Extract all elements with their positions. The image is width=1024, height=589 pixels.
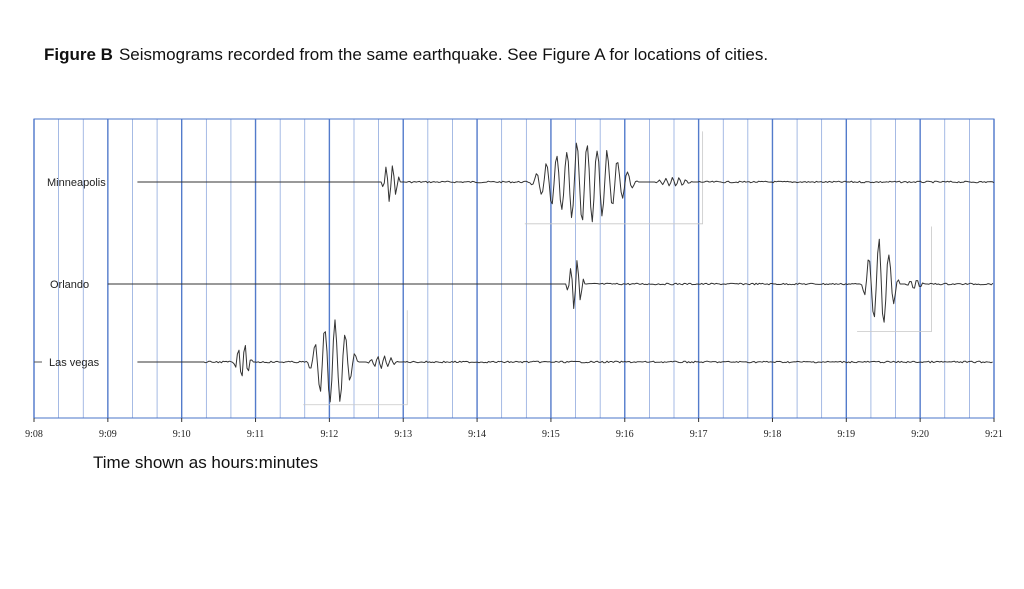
tick-label: 9:19 (837, 429, 855, 440)
tick-label: 9:17 (690, 429, 708, 440)
figure-caption: Figure B Seismograms recorded from the sa… (44, 45, 768, 65)
tick-label: 9:11 (247, 429, 264, 440)
event-marker-box (524, 131, 704, 225)
major-gridlines (33, 118, 995, 419)
tick-label: 9:09 (99, 429, 117, 440)
seismogram-trace (107, 238, 994, 323)
tick-label: 9:20 (911, 429, 929, 440)
tick-label: 9:12 (320, 429, 338, 440)
event-marker-box (303, 310, 408, 406)
plot-frame (33, 118, 995, 419)
station-label: Orlando (50, 279, 89, 291)
tick-label: 9:16 (616, 429, 634, 440)
figure-caption-text: Seismograms recorded from the same earth… (118, 45, 769, 64)
station-label: Las vegas (49, 357, 100, 369)
seismogram-trace (137, 142, 995, 223)
station-labels: Minneapolis Orlando Las vegas (34, 177, 106, 369)
time-axis-caption: Time shown as hours:minutes (93, 453, 319, 472)
minor-gridlines (58, 119, 970, 418)
tick-label: 9:08 (25, 429, 43, 440)
seismogram-traces (107, 142, 995, 403)
tick-label: 9:14 (468, 429, 486, 440)
tick-label: 9:10 (173, 429, 191, 440)
tick-label: 9:13 (394, 429, 412, 440)
time-axis-ticks: 9:08 9:09 9:10 9:11 9:12 9:13 9:14 9:15 9:16 9:17… (25, 418, 1003, 440)
seismogram-trace (137, 319, 993, 403)
event-marker-box (857, 226, 932, 332)
tick-label: 9:18 (764, 429, 782, 440)
tick-label: 9:21 (985, 429, 1003, 440)
event-marker-boxes (303, 131, 932, 406)
station-label: Minneapolis (47, 177, 106, 189)
tick-label: 9:15 (542, 429, 560, 440)
figure-label: Figure B (44, 45, 113, 64)
